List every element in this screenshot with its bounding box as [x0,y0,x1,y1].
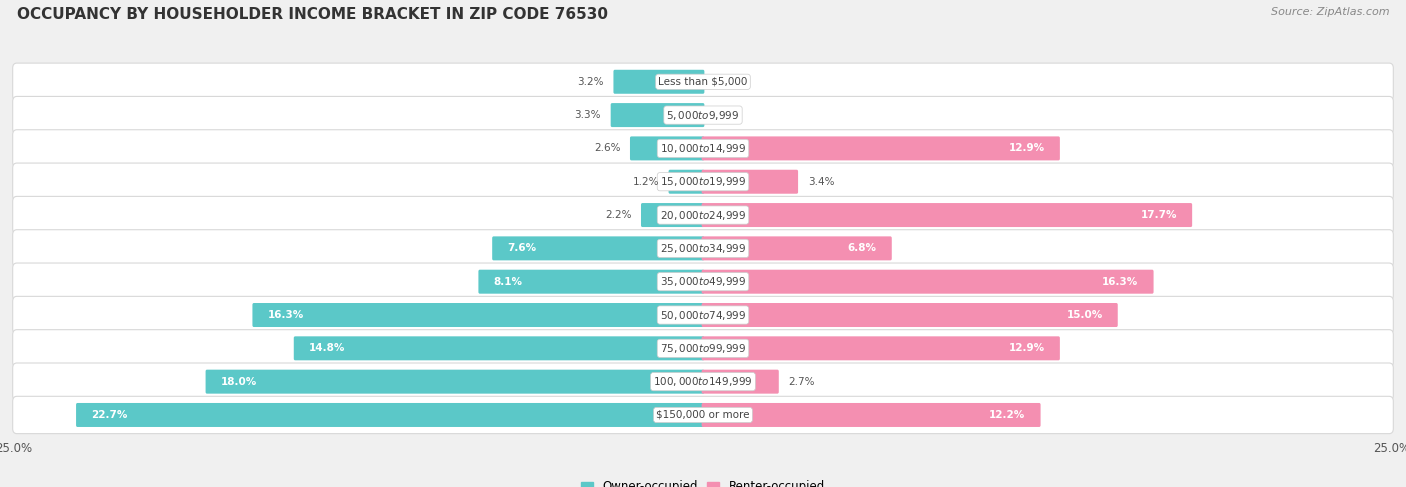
FancyBboxPatch shape [13,230,1393,267]
FancyBboxPatch shape [630,136,704,160]
Text: $15,000 to $19,999: $15,000 to $19,999 [659,175,747,188]
FancyBboxPatch shape [13,363,1393,400]
Text: 17.7%: 17.7% [1140,210,1177,220]
Text: 12.2%: 12.2% [990,410,1025,420]
FancyBboxPatch shape [641,203,704,227]
FancyBboxPatch shape [205,370,704,393]
Text: 2.7%: 2.7% [789,376,815,387]
Text: $100,000 to $149,999: $100,000 to $149,999 [654,375,752,388]
Text: 6.8%: 6.8% [848,244,876,253]
Text: 15.0%: 15.0% [1066,310,1102,320]
FancyBboxPatch shape [669,170,704,194]
Text: $20,000 to $24,999: $20,000 to $24,999 [659,208,747,222]
FancyBboxPatch shape [294,337,704,360]
Text: 7.6%: 7.6% [508,244,537,253]
Text: 8.1%: 8.1% [494,277,523,287]
FancyBboxPatch shape [13,263,1393,300]
Text: 16.3%: 16.3% [267,310,304,320]
FancyBboxPatch shape [13,63,1393,100]
FancyBboxPatch shape [702,203,1192,227]
FancyBboxPatch shape [702,170,799,194]
Text: 16.3%: 16.3% [1102,277,1139,287]
Text: $50,000 to $74,999: $50,000 to $74,999 [659,308,747,321]
FancyBboxPatch shape [702,270,1153,294]
Legend: Owner-occupied, Renter-occupied: Owner-occupied, Renter-occupied [581,480,825,487]
FancyBboxPatch shape [613,70,704,94]
FancyBboxPatch shape [702,303,1118,327]
FancyBboxPatch shape [253,303,704,327]
FancyBboxPatch shape [13,297,1393,334]
Text: 1.2%: 1.2% [633,177,659,187]
FancyBboxPatch shape [702,403,1040,427]
FancyBboxPatch shape [492,236,704,261]
Text: 3.3%: 3.3% [575,110,600,120]
FancyBboxPatch shape [478,270,704,294]
Text: 3.2%: 3.2% [578,77,603,87]
Text: OCCUPANCY BY HOUSEHOLDER INCOME BRACKET IN ZIP CODE 76530: OCCUPANCY BY HOUSEHOLDER INCOME BRACKET … [17,7,607,22]
Text: $10,000 to $14,999: $10,000 to $14,999 [659,142,747,155]
Text: 18.0%: 18.0% [221,376,257,387]
FancyBboxPatch shape [702,136,1060,160]
Text: 12.9%: 12.9% [1008,143,1045,153]
Text: 2.6%: 2.6% [593,143,620,153]
Text: $25,000 to $34,999: $25,000 to $34,999 [659,242,747,255]
Text: $150,000 or more: $150,000 or more [657,410,749,420]
Text: Less than $5,000: Less than $5,000 [658,77,748,87]
Text: 14.8%: 14.8% [309,343,346,354]
FancyBboxPatch shape [702,337,1060,360]
FancyBboxPatch shape [76,403,704,427]
Text: 3.4%: 3.4% [807,177,834,187]
FancyBboxPatch shape [13,163,1393,200]
Text: 12.9%: 12.9% [1008,343,1045,354]
FancyBboxPatch shape [13,130,1393,167]
FancyBboxPatch shape [13,330,1393,367]
Text: $75,000 to $99,999: $75,000 to $99,999 [659,342,747,355]
FancyBboxPatch shape [702,370,779,393]
FancyBboxPatch shape [13,196,1393,234]
Text: $5,000 to $9,999: $5,000 to $9,999 [666,109,740,122]
FancyBboxPatch shape [610,103,704,127]
FancyBboxPatch shape [702,236,891,261]
Text: $35,000 to $49,999: $35,000 to $49,999 [659,275,747,288]
Text: Source: ZipAtlas.com: Source: ZipAtlas.com [1271,7,1389,18]
FancyBboxPatch shape [13,396,1393,433]
Text: 22.7%: 22.7% [91,410,128,420]
FancyBboxPatch shape [13,96,1393,134]
Text: 2.2%: 2.2% [605,210,631,220]
